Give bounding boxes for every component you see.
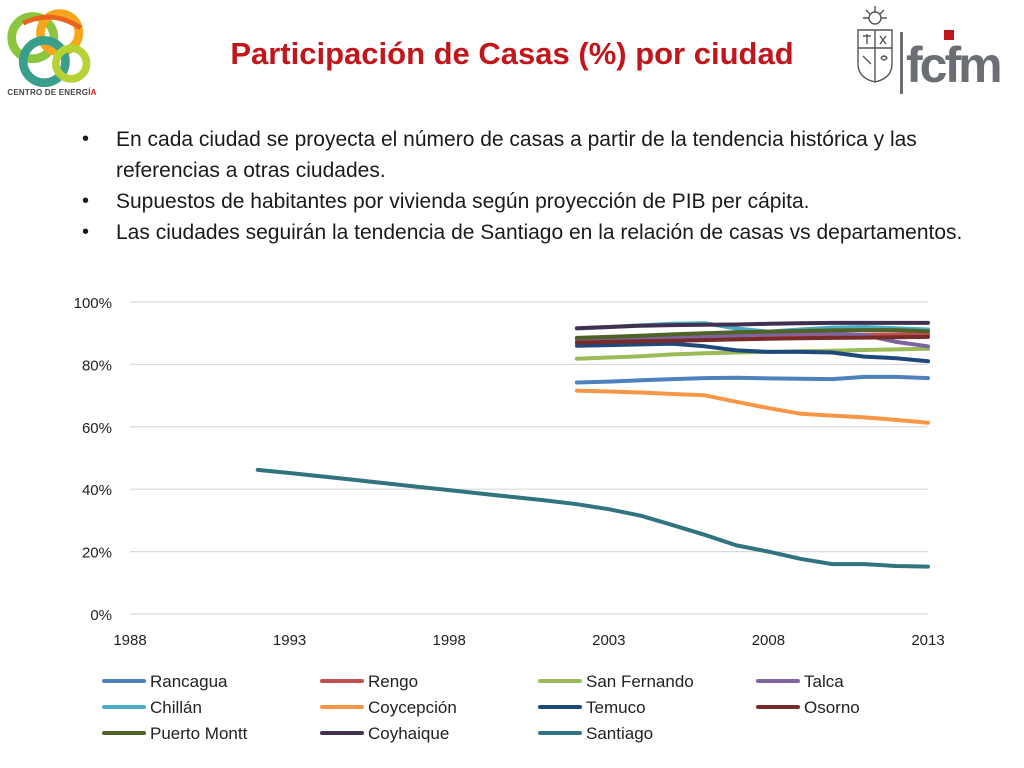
- legend-label: Coyhaique: [368, 724, 449, 743]
- y-axis-tick-labels: 0% 20% 40% 60% 80% 100%: [74, 295, 112, 624]
- university-seal-icon: [857, 6, 893, 83]
- legend-label: Temuco: [586, 698, 646, 717]
- x-axis-tick-labels: 1988 1993 1998 2003 2008 2013: [113, 632, 944, 649]
- series-line-temuco: [574, 341, 930, 364]
- legend-item: Santiago: [538, 724, 653, 743]
- legend-label: Puerto Montt: [150, 724, 248, 743]
- y-tick-label: 80%: [82, 357, 112, 374]
- series-line-rancagua: [574, 374, 930, 385]
- legend-item: Rengo: [320, 672, 418, 691]
- series-line-santiago: [255, 467, 930, 569]
- x-tick-label: 2008: [752, 632, 785, 649]
- legend-label: Coycepción: [368, 698, 457, 717]
- legend-item: Rancagua: [102, 672, 228, 691]
- legend-label: Chillán: [150, 698, 202, 717]
- series-line-coyhaique: [574, 320, 930, 331]
- legend-label: Rancagua: [150, 672, 228, 691]
- centro-de-energia-logo-text: CENTRO DE ENERGÍA: [7, 88, 97, 97]
- y-tick-label: 60%: [82, 420, 112, 437]
- series-line-osorno: [574, 334, 930, 345]
- legend-label: Talca: [804, 672, 844, 691]
- legend-label: Osorno: [804, 698, 860, 717]
- y-tick-label: 20%: [82, 545, 112, 562]
- svg-text:fcfm: fcfm: [906, 37, 1000, 93]
- chart-gridlines: [130, 301, 928, 615]
- series-line-coycepción: [574, 388, 930, 425]
- x-tick-label: 1988: [113, 632, 146, 649]
- legend-label: Rengo: [368, 672, 418, 691]
- chart-legend: Rancagua Rengo San Fernando Talca Chillán Coy…: [102, 672, 860, 743]
- legend-item: Chillán: [102, 698, 202, 717]
- legend-label: San Fernando: [586, 672, 694, 691]
- x-tick-label: 1998: [433, 632, 466, 649]
- x-tick-label: 2003: [592, 632, 625, 649]
- y-tick-label: 100%: [74, 295, 112, 312]
- series-line-puerto-montt: [574, 328, 930, 340]
- legend-item: Puerto Montt: [102, 724, 248, 743]
- centro-de-energia-logo: [7, 9, 91, 88]
- legend-item: San Fernando: [538, 672, 694, 691]
- y-tick-label: 40%: [82, 482, 112, 499]
- legend-label: Santiago: [586, 724, 653, 743]
- legend-item: Coyhaique: [320, 724, 449, 743]
- y-tick-label: 0%: [90, 607, 112, 624]
- page-title: Participación de Casas (%) por ciudad: [230, 36, 794, 71]
- bullet-item: Supuestos de habitantes por vivienda seg…: [78, 186, 978, 217]
- bullet-list: En cada ciudad se proyecta el número de …: [78, 124, 978, 248]
- bullet-item: En cada ciudad se proyecta el número de …: [78, 124, 978, 186]
- chart-series-lines: [255, 320, 930, 569]
- legend-item: Coycepción: [320, 698, 457, 717]
- x-tick-label: 2013: [911, 632, 944, 649]
- legend-item: Osorno: [756, 698, 860, 717]
- line-chart: 0% 20% 40% 60% 80% 100% 1988 1993 1998 2003 2008 2…: [74, 295, 945, 743]
- legend-item: Temuco: [538, 698, 646, 717]
- legend-item: Talca: [756, 672, 844, 691]
- x-tick-label: 1993: [273, 632, 306, 649]
- fcfm-logo: fcfm: [900, 24, 1020, 98]
- bullet-item: Las ciudades seguirán la tendencia de Sa…: [78, 217, 978, 248]
